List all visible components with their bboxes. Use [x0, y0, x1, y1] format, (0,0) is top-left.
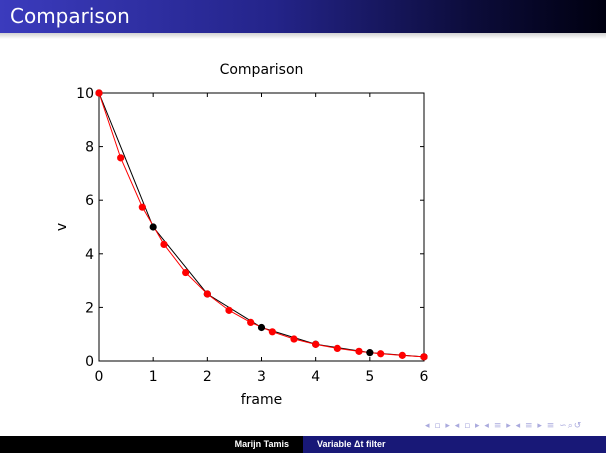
series-1-point — [420, 353, 428, 361]
y-tick-label: 8 — [85, 140, 94, 156]
series-line-0 — [98, 92, 425, 358]
y-axis-label: v — [54, 223, 70, 231]
series-1-point — [333, 344, 341, 353]
x-axis-label: frame — [241, 392, 283, 408]
series-0-point — [257, 323, 266, 332]
y-tick-label: 4 — [85, 247, 94, 263]
x-tick-label: 4 — [311, 369, 320, 385]
series-1-point — [117, 154, 125, 162]
y-tick-label: 10 — [76, 86, 94, 102]
footer-title: Variable Δt filter — [303, 436, 606, 453]
series-1-point — [312, 340, 320, 348]
slide-title: Comparison — [10, 4, 130, 28]
x-tick-label: 0 — [95, 369, 104, 385]
series-1-point — [398, 351, 406, 359]
series-1-point — [138, 203, 146, 211]
series-1-point — [247, 318, 255, 327]
navigation-controls[interactable]: ◂ ▫ ▸ ◂ ▫ ▸ ◂ ≡ ▸ ◂ ≡ ▸ ≡ ∽⌕↺ — [425, 421, 583, 431]
y-tick-label: 6 — [85, 193, 94, 209]
chart-title: Comparison — [220, 62, 304, 78]
series-line-1 — [98, 92, 425, 358]
plot-frame — [98, 92, 425, 362]
series-1-point — [268, 328, 276, 336]
series-1-point — [182, 268, 190, 277]
series-1-point — [225, 306, 233, 314]
x-tick-label: 1 — [149, 369, 158, 385]
series-1-point — [203, 290, 211, 298]
series-1-point — [355, 347, 363, 355]
series-1-point — [377, 350, 385, 358]
y-tick-label: 2 — [85, 300, 94, 316]
series-1-point — [160, 240, 168, 249]
title-shadow — [0, 33, 606, 39]
x-tick-label: 2 — [203, 369, 212, 385]
footer-author: Marijn Tamis — [0, 436, 303, 453]
footer-bar: Marijn Tamis Variable Δt filter — [0, 436, 606, 453]
series-1-point — [290, 335, 298, 343]
y-tick-label: 0 — [85, 354, 94, 370]
series-0-point — [149, 223, 157, 231]
slide-title-bar: Comparison — [0, 0, 606, 33]
x-tick-label: 3 — [257, 369, 266, 385]
series-0-point — [366, 349, 374, 357]
x-tick-label: 6 — [420, 369, 429, 385]
series-1-point — [95, 89, 103, 97]
x-tick-label: 5 — [365, 369, 374, 385]
